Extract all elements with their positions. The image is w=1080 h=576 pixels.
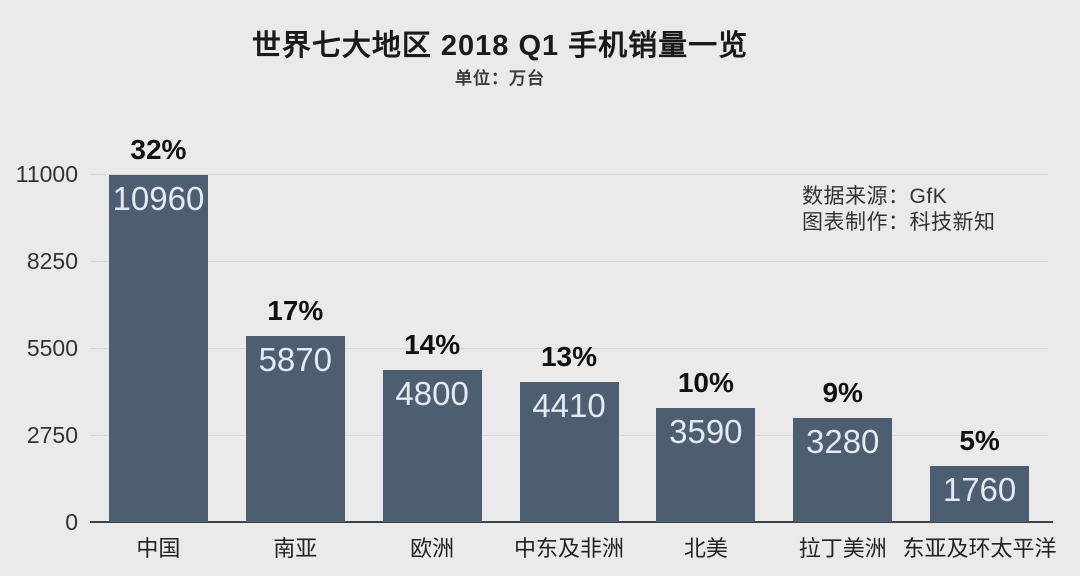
bar-value-label: 3590 — [669, 413, 743, 451]
y-tick-label: 2750 — [26, 422, 78, 448]
bar-percent-label: 9% — [822, 377, 863, 409]
bar: 4410 — [519, 382, 619, 522]
x-axis-label: 中东及非洲 — [513, 536, 624, 561]
x-axis-label: 北美 — [683, 536, 728, 561]
x-axis-line — [90, 521, 1053, 523]
chart-title: 世界七大地区 2018 Q1 手机销量一览 — [251, 30, 749, 62]
chart-credit-line: 图表制作：科技新知 — [802, 211, 996, 234]
x-axis-label: 拉丁美洲 — [798, 536, 887, 561]
bar: 5870 — [245, 336, 345, 522]
unit-label: 单位：万台 — [455, 69, 545, 88]
bar-percent-label: 17% — [267, 295, 324, 327]
bar-value-label: 4800 — [395, 375, 469, 413]
x-axis-label: 东亚及环太平洋 — [902, 536, 1057, 561]
bar: 4800 — [382, 370, 482, 522]
y-tick-label: 5500 — [26, 335, 78, 361]
y-tick-label: 8250 — [26, 248, 78, 274]
bar-percent-label: 5% — [959, 425, 1000, 457]
bar-value-label: 3280 — [805, 423, 880, 461]
bar-percent-label: 14% — [404, 329, 461, 361]
bar-percent-label: 13% — [540, 341, 598, 373]
bar: 10960 — [108, 175, 208, 522]
bar-percent-label: 32% — [130, 134, 187, 166]
bar-value-label: 1760 — [942, 471, 1017, 509]
y-tick-label: 11000 — [15, 161, 78, 187]
x-axis-label: 南亚 — [273, 536, 318, 561]
gridline — [90, 348, 1048, 349]
y-tick-label: 0 — [65, 509, 78, 535]
data-source-line: 数据来源：GfK — [802, 185, 948, 208]
source-note: 数据来源：GfK 图表制作：科技新知 — [802, 184, 996, 236]
gridline — [90, 261, 1048, 262]
bar: 3590 — [656, 408, 756, 522]
bar: 3280 — [793, 418, 893, 522]
bar-value-label: 5870 — [258, 341, 332, 379]
bar-value-label: 10960 — [112, 180, 205, 218]
x-axis-label: 中国 — [136, 536, 181, 561]
bar-percent-label: 10% — [677, 367, 734, 399]
bar: 1760 — [930, 466, 1030, 522]
gridline — [90, 174, 1048, 175]
bar-value-label: 4410 — [532, 387, 606, 425]
x-axis-label: 欧洲 — [410, 536, 455, 561]
